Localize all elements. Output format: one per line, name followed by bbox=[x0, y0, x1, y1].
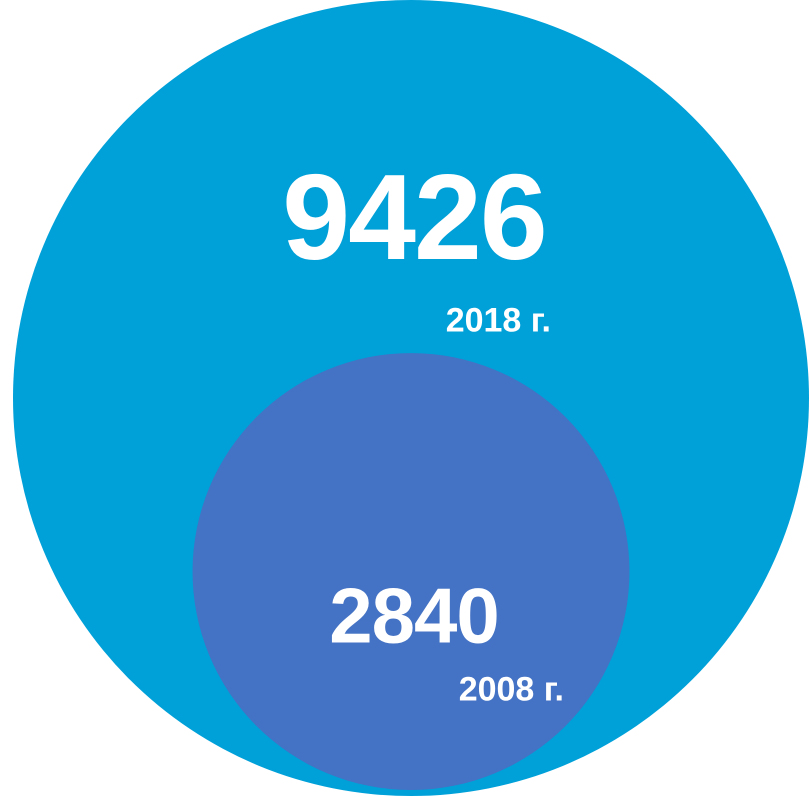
category-label: 2008 г. bbox=[459, 671, 564, 709]
value-label: 2840 bbox=[329, 571, 499, 659]
value-label: 9426 bbox=[282, 149, 545, 285]
category-label: 2018 г. bbox=[446, 301, 551, 339]
bubble bbox=[192, 353, 630, 790]
